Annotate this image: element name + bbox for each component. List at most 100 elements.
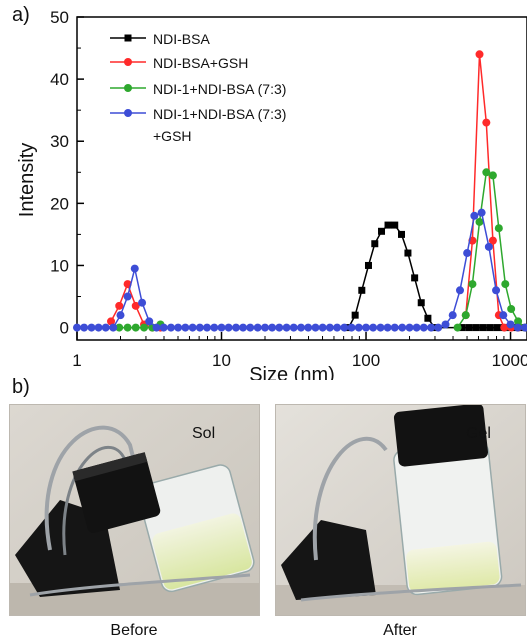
data-point <box>448 311 457 320</box>
data-point <box>130 264 139 273</box>
legend-marker <box>124 58 132 66</box>
data-point <box>297 323 306 332</box>
data-point <box>463 249 472 258</box>
data-point <box>138 298 147 307</box>
data-point <box>140 323 149 332</box>
data-point <box>195 323 204 332</box>
data-point <box>362 323 371 332</box>
data-point <box>475 50 484 59</box>
data-point <box>453 323 462 332</box>
data-point <box>123 323 132 332</box>
data-point <box>224 323 233 332</box>
data-point <box>391 221 399 229</box>
data-point <box>325 323 334 332</box>
data-point <box>358 286 366 294</box>
data-point <box>492 286 501 295</box>
legend-marker <box>124 34 132 42</box>
legend: NDI-BSA NDI-BSA+GSH NDI-1+NDI-BSA (7:3) NDI… <box>110 31 286 144</box>
data-point <box>472 324 480 332</box>
data-point <box>465 324 473 332</box>
data-point <box>488 171 497 180</box>
data-point <box>115 301 124 310</box>
data-point <box>378 227 386 235</box>
data-point <box>318 323 327 332</box>
data-point <box>351 311 359 319</box>
data-point <box>232 323 241 332</box>
data-point <box>80 323 89 332</box>
data-point <box>427 323 436 332</box>
x-tick-label: 100 <box>352 351 380 370</box>
data-point <box>521 323 527 332</box>
series-line <box>77 211 525 329</box>
data-point <box>246 323 255 332</box>
data-point <box>347 323 356 332</box>
data-point <box>145 317 154 326</box>
data-point <box>398 323 407 332</box>
legend-label: NDI-BSA+GSH <box>153 55 248 71</box>
data-point <box>107 317 116 326</box>
data-point <box>513 323 522 332</box>
data-point <box>383 323 392 332</box>
data-point <box>282 323 291 332</box>
legend-label: NDI-BSA <box>153 31 210 47</box>
data-point <box>275 323 284 332</box>
panel-b-label: b) <box>12 376 30 398</box>
y-tick-label: 0 <box>60 319 69 338</box>
photo-before-tag: Sol <box>192 425 216 442</box>
data-point <box>461 311 470 320</box>
data-point <box>455 286 464 295</box>
legend-marker <box>124 109 132 117</box>
data-point <box>500 323 509 332</box>
data-point <box>412 323 421 332</box>
x-tick-label: 1 <box>72 351 81 370</box>
caption-before: Before <box>110 622 158 639</box>
data-point <box>311 323 320 332</box>
data-point <box>261 323 270 332</box>
data-point <box>354 323 363 332</box>
data-point <box>507 304 516 313</box>
data-point <box>289 323 298 332</box>
data-point <box>166 323 175 332</box>
data-point <box>494 224 503 233</box>
data-point <box>304 323 313 332</box>
data-point <box>123 292 132 301</box>
data-point <box>488 236 497 245</box>
x-tick-label: 1000 <box>492 351 527 370</box>
data-point <box>499 311 508 320</box>
data-point <box>411 274 419 282</box>
data-point <box>376 323 385 332</box>
data-point <box>398 230 406 238</box>
data-point <box>479 324 487 332</box>
data-point <box>333 323 342 332</box>
data-point <box>417 299 425 307</box>
data-point <box>131 323 140 332</box>
data-point <box>210 323 219 332</box>
data-point <box>174 323 183 332</box>
dls-chart: 0 10 20 30 40 50 1 10 100 1000 Intensity Size (nm… <box>16 8 527 380</box>
x-tick-label: 10 <box>212 351 231 370</box>
y-axis-title: Intensity <box>16 143 38 217</box>
series-3 <box>115 168 527 332</box>
data-point <box>217 323 226 332</box>
caption-after: After <box>383 622 417 639</box>
y-tick-label: 40 <box>50 70 69 89</box>
data-point <box>486 324 494 332</box>
plot-frame <box>76 16 527 341</box>
data-point <box>188 323 197 332</box>
legend-label: NDI-1+NDI-BSA (7:3) <box>153 81 286 97</box>
y-tick-label: 30 <box>50 132 69 151</box>
legend-label: +GSH <box>153 128 192 144</box>
data-point <box>159 323 168 332</box>
photo-after: Gel <box>275 404 526 616</box>
y-tick-label: 20 <box>50 194 69 213</box>
data-point <box>506 320 515 329</box>
data-point <box>441 320 450 329</box>
data-point <box>371 240 379 248</box>
data-point <box>434 323 443 332</box>
photo-after-tag: Gel <box>466 425 491 442</box>
data-point <box>109 323 118 332</box>
data-point <box>493 324 501 332</box>
x-axis-title: Size (nm) <box>249 364 335 380</box>
data-point <box>181 323 190 332</box>
data-point <box>268 323 277 332</box>
